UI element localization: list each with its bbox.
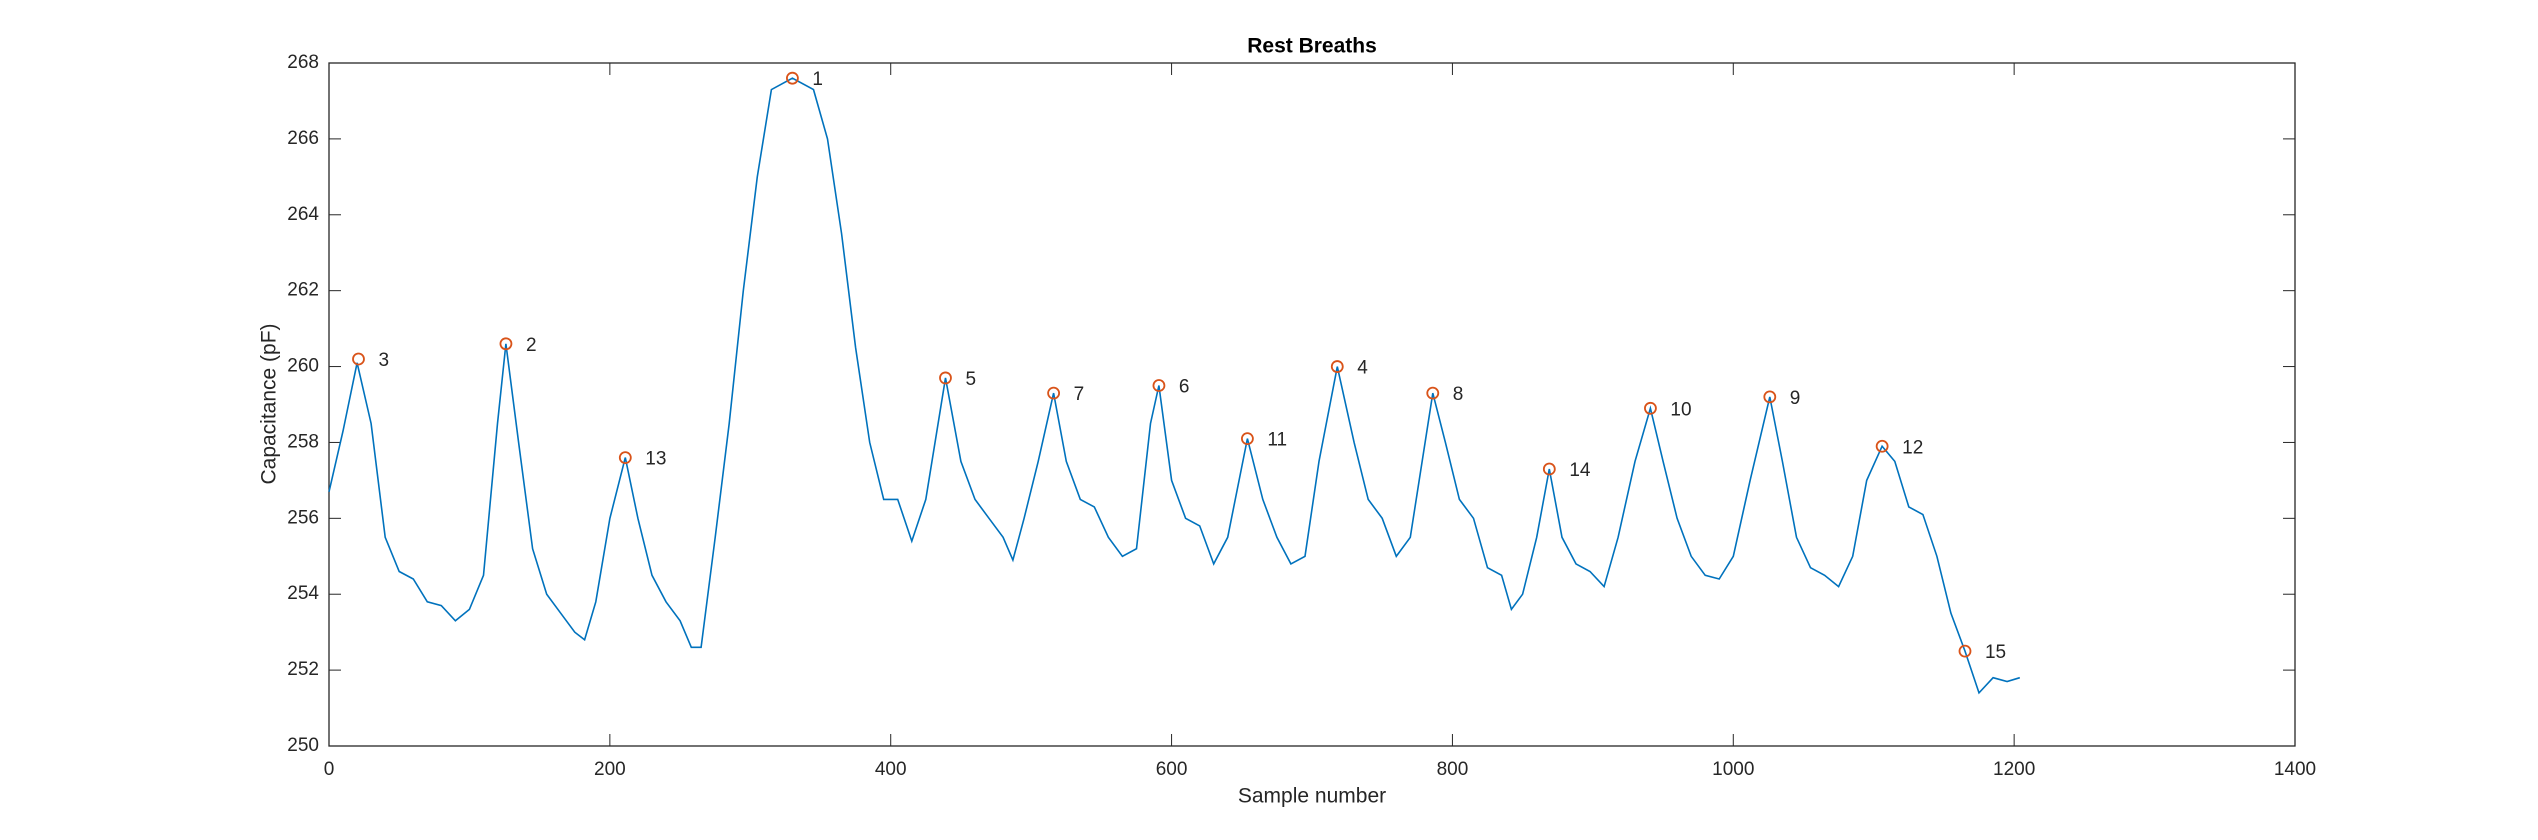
peak-marker [352, 352, 365, 366]
peak-label: 3 [378, 350, 389, 371]
y-tick-label: 266 [287, 128, 319, 149]
peak-marker [618, 451, 632, 465]
peak-label: 4 [1357, 358, 1368, 379]
peak-marker [1241, 432, 1254, 446]
peak-label: 2 [526, 335, 537, 356]
peak-marker [1426, 386, 1440, 400]
chart-title: Rest Breaths [1247, 35, 1377, 58]
peak-label: 14 [1569, 460, 1591, 481]
peak-label: 6 [1179, 377, 1190, 398]
peak-marker [1542, 462, 1556, 476]
peak-marker [1152, 379, 1166, 392]
peak-label: 5 [965, 369, 976, 390]
y-tick-label: 258 [287, 431, 319, 452]
peak-label: 7 [1074, 384, 1085, 405]
peak-marker [1330, 360, 1344, 373]
peak-label: 15 [1985, 642, 2006, 663]
peak-label: 10 [1670, 399, 1691, 420]
x-tick-label: 1400 [2274, 759, 2316, 780]
y-tick-label: 256 [287, 507, 319, 528]
x-tick-label: 1200 [1993, 759, 2035, 780]
y-tick-label: 262 [287, 280, 319, 301]
y-tick-label: 268 [287, 52, 319, 73]
y-tick-label: 250 [287, 735, 319, 756]
peak-label: 12 [1902, 437, 1923, 458]
x-axis-label: Sample number [1238, 785, 1386, 808]
peak-marker [939, 371, 952, 385]
peak-marker [499, 337, 513, 351]
peak-marker [1763, 390, 1777, 404]
peak-marker [1644, 401, 1657, 415]
x-tick-label: 200 [594, 759, 626, 780]
peak-marker [786, 71, 799, 85]
data-line [328, 77, 2021, 695]
peak-label: 13 [645, 449, 666, 470]
peak-label: 9 [1790, 388, 1801, 409]
peak-marker [1875, 439, 1889, 453]
y-axis-label: Capacitance (pF) [258, 323, 281, 484]
peak-label: 1 [812, 69, 823, 90]
peak-marker [1958, 644, 1972, 658]
y-tick-label: 264 [287, 204, 319, 225]
x-tick-label: 600 [1156, 759, 1188, 780]
peak-label: 11 [1267, 430, 1287, 451]
x-tick-label: 400 [875, 759, 907, 780]
peak-label: 8 [1453, 384, 1464, 405]
x-tick-label: 800 [1437, 759, 1469, 780]
y-tick-label: 254 [287, 583, 319, 604]
y-tick-label: 260 [287, 356, 319, 377]
x-tick-label: 1000 [1712, 759, 1754, 780]
peak-marker [1047, 386, 1061, 400]
x-tick-label: 0 [324, 759, 335, 780]
y-tick-label: 252 [287, 659, 319, 680]
plot-frame [328, 62, 2296, 747]
